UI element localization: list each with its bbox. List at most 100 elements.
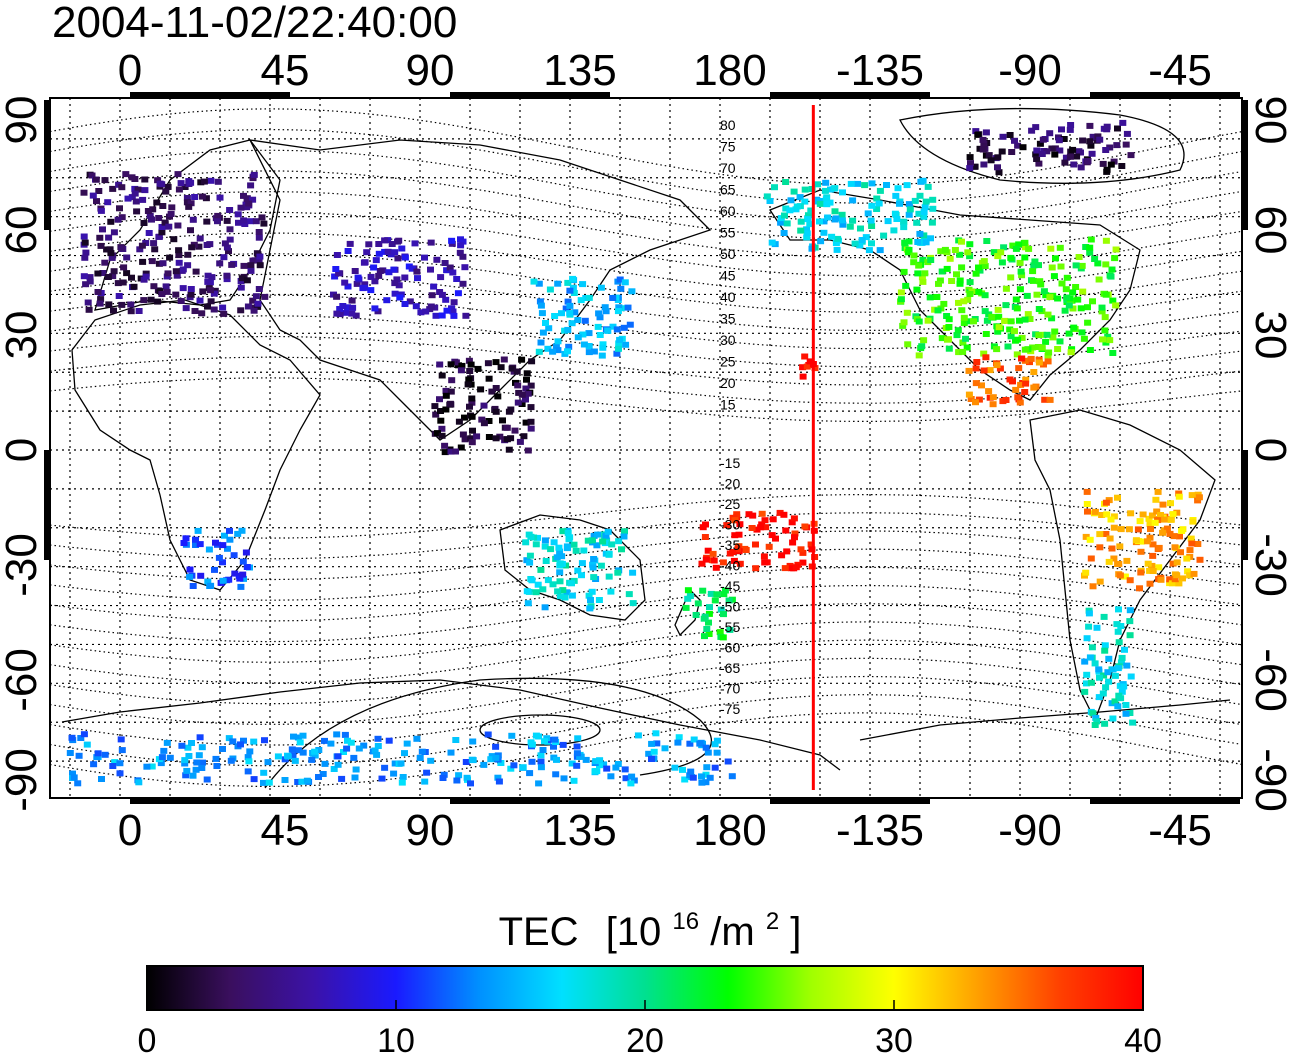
tec-sample	[164, 270, 172, 277]
tec-sample	[911, 197, 919, 204]
tec-sample	[219, 746, 226, 752]
tec-sample	[255, 229, 263, 235]
tec-sample	[849, 217, 857, 224]
tec-sample	[1082, 244, 1090, 250]
tec-sample	[462, 312, 470, 319]
tec-sample	[719, 634, 727, 641]
tec-sample	[522, 419, 530, 426]
magnetic-latitude-contour	[49, 494, 1243, 539]
tec-sample	[1098, 308, 1106, 315]
tec-sample	[962, 335, 969, 342]
tec-sample	[288, 746, 296, 753]
tec-sample	[867, 217, 875, 224]
colorbar-tick-label: 0	[138, 1022, 157, 1057]
tec-sample	[974, 131, 982, 138]
tec-sample	[438, 432, 446, 439]
tec-sample	[1029, 344, 1037, 351]
tec-sample	[437, 408, 444, 414]
tec-sample	[982, 129, 990, 136]
tec-sample	[602, 308, 610, 315]
magnetic-latitude-label: -30	[720, 517, 740, 533]
tec-sample	[1014, 394, 1022, 401]
tec-sample	[146, 212, 154, 219]
tec-sample	[568, 760, 576, 767]
tec-sample	[226, 527, 233, 534]
tec-sample	[702, 556, 710, 563]
tec-sample	[260, 779, 267, 786]
tec-sample	[1067, 349, 1075, 356]
tec-sample	[905, 211, 913, 218]
tec-sample	[1061, 159, 1069, 166]
tec-sample	[1149, 552, 1157, 559]
magnetic-latitude-label: 65	[720, 182, 736, 198]
tec-sample	[1186, 547, 1194, 554]
tec-sample	[1102, 531, 1110, 537]
lat-tick-label: -30	[1246, 533, 1292, 597]
tec-sample	[505, 446, 513, 453]
tec-sample	[596, 757, 604, 764]
tec-sample	[600, 761, 608, 768]
tec-sample	[782, 205, 790, 212]
tec-sample	[92, 176, 100, 183]
magnetic-latitude-contour	[49, 377, 1243, 422]
tec-sample	[921, 204, 929, 211]
tec-sample	[994, 164, 1001, 171]
tec-sample	[551, 736, 559, 743]
tec-sample	[534, 534, 541, 541]
tec-sample	[574, 567, 582, 574]
tec-sample	[333, 731, 341, 738]
tec-sample	[788, 519, 796, 526]
tec-sample	[1096, 531, 1104, 538]
tec-sample	[569, 275, 577, 282]
tec-sample	[698, 773, 705, 780]
tec-sample	[1155, 564, 1163, 571]
tec-sample	[760, 553, 768, 560]
tec-sample	[148, 216, 155, 223]
tec-sample	[690, 736, 698, 743]
tec-sample	[593, 542, 601, 549]
tec-sample	[159, 260, 167, 267]
tec-sample	[452, 448, 459, 455]
tec-sample	[1126, 632, 1134, 639]
tec-sample	[596, 314, 604, 321]
tec-sample	[1137, 548, 1145, 555]
tec-sample	[900, 219, 908, 226]
tec-sample	[554, 588, 562, 595]
tec-sample	[913, 219, 921, 226]
tec-sample	[390, 770, 398, 777]
tec-sample	[196, 235, 204, 242]
tec-sample	[347, 739, 355, 746]
tec-sample	[226, 207, 234, 213]
tec-sample	[223, 244, 231, 251]
tec-sample	[897, 296, 905, 303]
tec-sample	[1119, 119, 1127, 126]
tec-sample	[914, 239, 922, 245]
tec-sample	[436, 361, 444, 368]
tec-sample	[514, 399, 522, 406]
tec-sample	[343, 745, 351, 752]
tec-sample	[212, 539, 219, 546]
tec-sample	[1096, 578, 1104, 585]
tec-sample	[188, 244, 196, 251]
tec-sample	[448, 377, 456, 384]
tec-sample	[578, 572, 585, 579]
tec-sample	[180, 540, 188, 546]
tec-sample	[216, 194, 224, 201]
tec-sample	[797, 227, 805, 234]
tec-sample	[615, 538, 623, 545]
tec-sample	[175, 247, 183, 254]
tec-sample	[216, 260, 224, 267]
tec-sample	[1194, 497, 1202, 504]
tec-sample	[596, 762, 603, 769]
tec-sample	[955, 349, 963, 356]
tec-sample	[455, 772, 463, 779]
tec-sample	[564, 529, 572, 536]
tec-sample	[212, 755, 220, 762]
tec-sample	[849, 197, 857, 204]
tec-sample	[1069, 146, 1077, 153]
tec-sample	[1006, 376, 1014, 383]
tec-sample	[526, 559, 534, 566]
tec-sample	[1023, 292, 1031, 299]
tec-sample	[299, 749, 307, 756]
tec-sample	[1077, 164, 1085, 171]
